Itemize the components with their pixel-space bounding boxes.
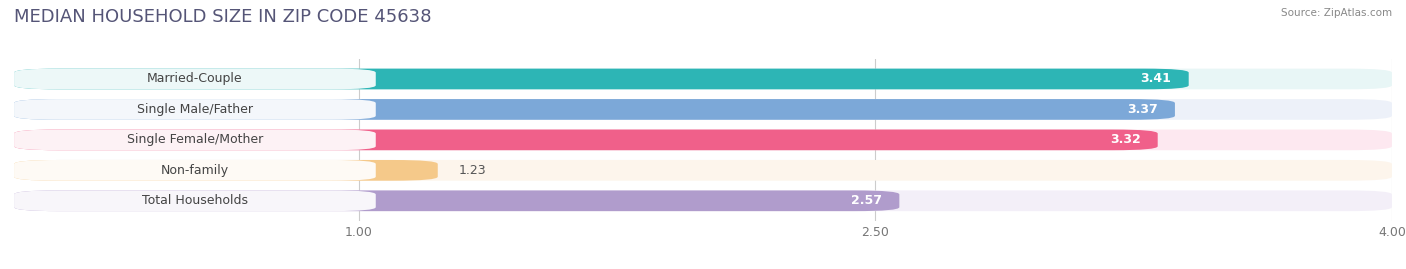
Text: 3.32: 3.32 xyxy=(1109,133,1140,146)
FancyBboxPatch shape xyxy=(14,99,1392,120)
FancyBboxPatch shape xyxy=(14,130,1392,150)
FancyBboxPatch shape xyxy=(14,69,375,89)
FancyBboxPatch shape xyxy=(14,160,375,181)
FancyBboxPatch shape xyxy=(14,69,1392,89)
FancyBboxPatch shape xyxy=(14,190,1392,211)
Text: 2.57: 2.57 xyxy=(851,194,882,207)
FancyBboxPatch shape xyxy=(14,160,1392,181)
Text: Single Male/Father: Single Male/Father xyxy=(136,103,253,116)
FancyBboxPatch shape xyxy=(14,190,375,211)
Text: Total Households: Total Households xyxy=(142,194,247,207)
Text: Single Female/Mother: Single Female/Mother xyxy=(127,133,263,146)
Text: Non-family: Non-family xyxy=(160,164,229,177)
Text: 3.37: 3.37 xyxy=(1128,103,1157,116)
Text: Source: ZipAtlas.com: Source: ZipAtlas.com xyxy=(1281,8,1392,18)
FancyBboxPatch shape xyxy=(14,160,437,181)
FancyBboxPatch shape xyxy=(14,99,375,120)
FancyBboxPatch shape xyxy=(14,190,900,211)
FancyBboxPatch shape xyxy=(14,130,1157,150)
Text: 1.23: 1.23 xyxy=(458,164,486,177)
FancyBboxPatch shape xyxy=(14,99,1175,120)
FancyBboxPatch shape xyxy=(14,69,1188,89)
FancyBboxPatch shape xyxy=(14,130,375,150)
Text: MEDIAN HOUSEHOLD SIZE IN ZIP CODE 45638: MEDIAN HOUSEHOLD SIZE IN ZIP CODE 45638 xyxy=(14,8,432,26)
Text: Married-Couple: Married-Couple xyxy=(148,72,243,86)
Text: 3.41: 3.41 xyxy=(1140,72,1171,86)
